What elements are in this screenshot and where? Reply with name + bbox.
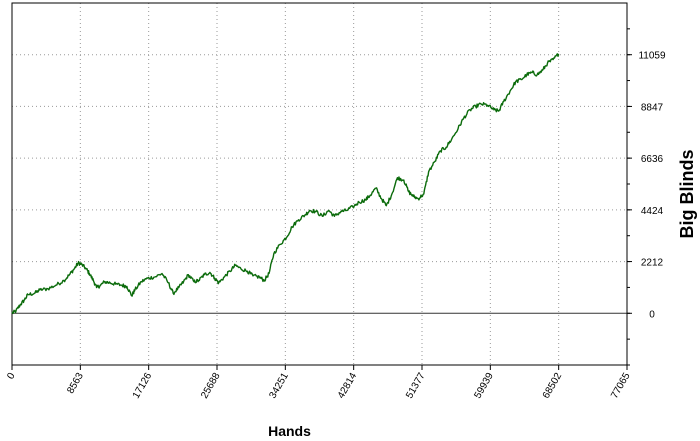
y-axis-title: Big Blinds — [677, 150, 697, 239]
x-tick-label: 77065 — [609, 371, 633, 401]
plot-frame — [11, 2, 628, 366]
x-axis-ticks: 0 8563 17126 25688 34251 42814 51377 59939 68502… — [5, 365, 633, 401]
x-tick-label: 8563 — [65, 371, 86, 396]
x-tick-label: 68502 — [541, 371, 565, 401]
y-tick-label: 4424 — [641, 206, 664, 217]
y-tick-label: 2212 — [641, 258, 664, 269]
x-axis-title: Hands — [268, 423, 311, 439]
x-tick-label: 51377 — [404, 371, 428, 401]
x-tick-label: 0 — [5, 371, 18, 382]
x-tick-label: 17126 — [131, 371, 155, 401]
x-tick-label: 25688 — [199, 371, 223, 401]
x-tick-label: 34251 — [267, 371, 291, 401]
y-tick-label: 8847 — [641, 102, 664, 113]
x-tick-label: 42814 — [336, 371, 360, 401]
y-tick-label: 11059 — [638, 51, 666, 62]
y-tick-label: 0 — [649, 309, 655, 320]
series-line — [11, 53, 560, 315]
y-tick-label: 6636 — [641, 154, 664, 165]
y-axis-ticks: 0 2212 4424 6636 8847 11059 — [627, 28, 666, 366]
grid — [11, 3, 628, 365]
x-tick-label: 59939 — [472, 371, 496, 401]
